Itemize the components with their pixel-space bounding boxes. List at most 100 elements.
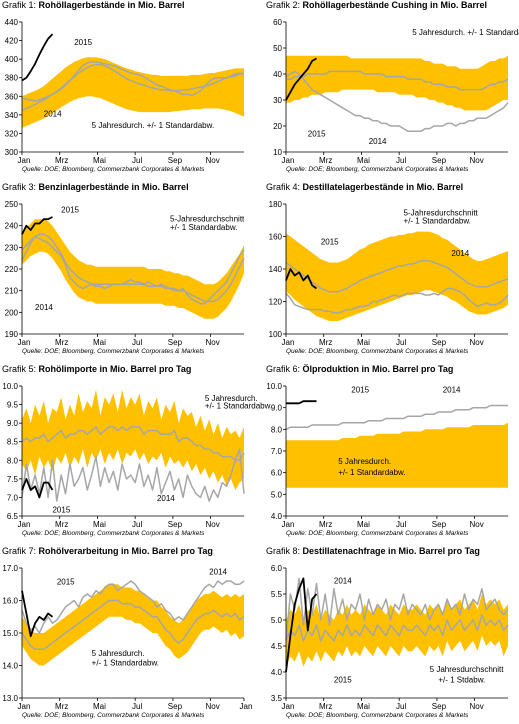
series-line-2014 [285,404,508,430]
x-tick-label: Jan [18,156,31,165]
x-tick-label: Sep [168,702,183,711]
annotation-label: 5-Jahresdurchschnitt [404,208,479,217]
y-tick-label: 360 [5,92,19,101]
std-band [22,389,244,490]
y-tick-label: 17.0 [2,564,18,573]
x-tick-label: Mrz [55,520,68,529]
x-tick-label: Jan [282,702,295,711]
y-tick-label: 300 [5,148,19,157]
chart-title-text: Rohölverarbeitung in Mio. Barrel pro Tag [38,546,213,556]
chart-panel-7: Grafik 7: Rohölverarbeitung in Mio. Barr… [0,546,253,724]
x-tick-label: Mai [357,520,370,529]
x-tick-label: Jul [132,520,142,529]
annotation-label: 5 Jahresdurch. [205,394,258,403]
x-tick-label: Nov [470,156,484,165]
annotation-label: 2015 [321,238,339,247]
x-tick-label: Sep [432,520,447,529]
annotation-label: 2015 [351,386,369,395]
annotation-label: 2014 [35,303,53,312]
x-tick-label: Jan [240,702,253,711]
x-tick-label: Nov [206,338,220,347]
y-tick-label: 9.0 [271,404,283,413]
chart-title: Grafik 8: Destillatenachfrage in Mio. Ba… [266,546,480,556]
y-tick-label: 100 [269,330,283,339]
chart-title-text: Rohölimporte in Mio. Barrel pro Tag [38,364,192,374]
x-tick-label: Jan [18,702,31,711]
series-line-2015 [285,57,317,101]
annotation-label: 5 Jahresdurch. +/- 1 Standardabw [412,28,519,37]
x-tick-label: Mrz [55,338,68,347]
series-line-2014 [21,61,245,102]
y-tick-label: 4.0 [271,668,283,677]
chart-prefix: Grafik 6: [266,364,301,374]
series-line-2015 [21,590,54,638]
annotation-label: 5 Jahresdurch. +/- 1 Standardabw. [92,121,215,130]
annotation-label: +/- 1 Standardabw. [404,217,471,226]
series-line-2015 [21,33,54,82]
y-tick-label: 8.0 [271,425,283,434]
y-tick-label: 8.5 [7,438,19,447]
y-tick-label: 240 [5,222,19,231]
x-tick-label: Jul [132,338,142,347]
series-line-2015 [285,268,318,290]
annotation-label: 2015 [61,206,79,215]
y-tick-label: 8.0 [7,456,19,465]
x-tick-label: Jul [396,520,406,529]
x-tick-label: Nov [470,702,484,711]
y-tick-label: 230 [5,243,19,252]
y-tick-label: 7.0 [7,493,19,502]
x-tick-label: Mai [93,156,106,165]
annotation-label: +/- 1 Standardabw. [205,401,272,410]
x-tick-label: Mrz [55,702,68,711]
annotation-label: +/- 1 Stdabw. [438,675,485,684]
y-tick-label: 180 [269,200,283,209]
x-tick-label: Jan [282,156,295,165]
x-tick-label: Nov [470,338,484,347]
chart-svg: 3.5 4.0 4.5 5.0 5.5 6.0 Jan Mrz Mai Jul Sep Nov 2014… [271,564,509,711]
chart-svg: 300 320 340 360 380 400 420 440 Jan Mrz Mai Jul Sep N… [5,18,245,165]
y-tick-label: 6.0 [271,564,283,573]
annotation-label: 2014 [157,494,175,503]
y-tick-label: 120 [269,298,283,307]
x-tick-label: Jul [396,338,406,347]
chart-source: Quelle: DOE; Bloomberg, Commerzbank Corp… [22,166,205,173]
y-tick-label: 6.5 [7,512,19,521]
y-tick-label: 380 [5,74,19,83]
y-tick-label: 140 [269,265,283,274]
y-tick-label: 50 [273,44,282,53]
annotation-label: +/- 1 Standardabw. [338,468,405,477]
y-tick-label: 7.5 [7,475,19,484]
y-tick-label: 210 [5,287,19,296]
series-line-2015 [286,400,317,405]
y-tick-label: 10.0 [266,382,282,391]
annotation-label: 5-Jahresdurchschnitt [170,214,245,223]
chart-title: Grafik 3: Benzinlagerbestände in Mio. Ba… [2,182,189,192]
y-tick-label: 420 [5,37,19,46]
std-band [22,219,244,319]
x-tick-label: Jul [396,156,406,165]
y-tick-label: 5.0 [271,490,283,499]
chart-prefix: Grafik 1: [2,0,37,10]
x-tick-label: Mrz [319,338,332,347]
annotation-label: 2014 [443,386,461,395]
x-tick-label: Mai [93,338,106,347]
x-tick-label: Mrz [319,156,332,165]
series-line-5-jahresdurch- [286,70,509,91]
y-tick-label: 15.0 [2,629,18,638]
chart-panel-4: Grafik 4: Destillatelagerbestände in Mio… [264,182,514,360]
chart-prefix: Grafik 3: [2,182,37,192]
x-tick-label: Nov [206,156,220,165]
y-tick-label: 5.0 [271,616,283,625]
chart-panel-5: Grafik 5: Rohölimporte in Mio. Barrel pr… [0,364,272,542]
series-line-2014 [285,70,509,132]
annotation-label: 2014 [369,137,387,146]
chart-title-text: Ölproduktion in Mio. Barrel pro Tag [302,364,454,374]
y-tick-label: 320 [5,129,19,138]
series-line-2015 [21,216,53,235]
std-band [286,422,508,488]
y-tick-label: 160 [269,233,283,242]
y-tick-label: 10.0 [2,382,18,391]
chart-source: Quelle: DOE; Bloomberg, Commerzbank Corp… [286,166,469,173]
x-tick-label: Mrz [55,156,68,165]
annotation-label: 5 Jahresdurch. [92,649,145,658]
